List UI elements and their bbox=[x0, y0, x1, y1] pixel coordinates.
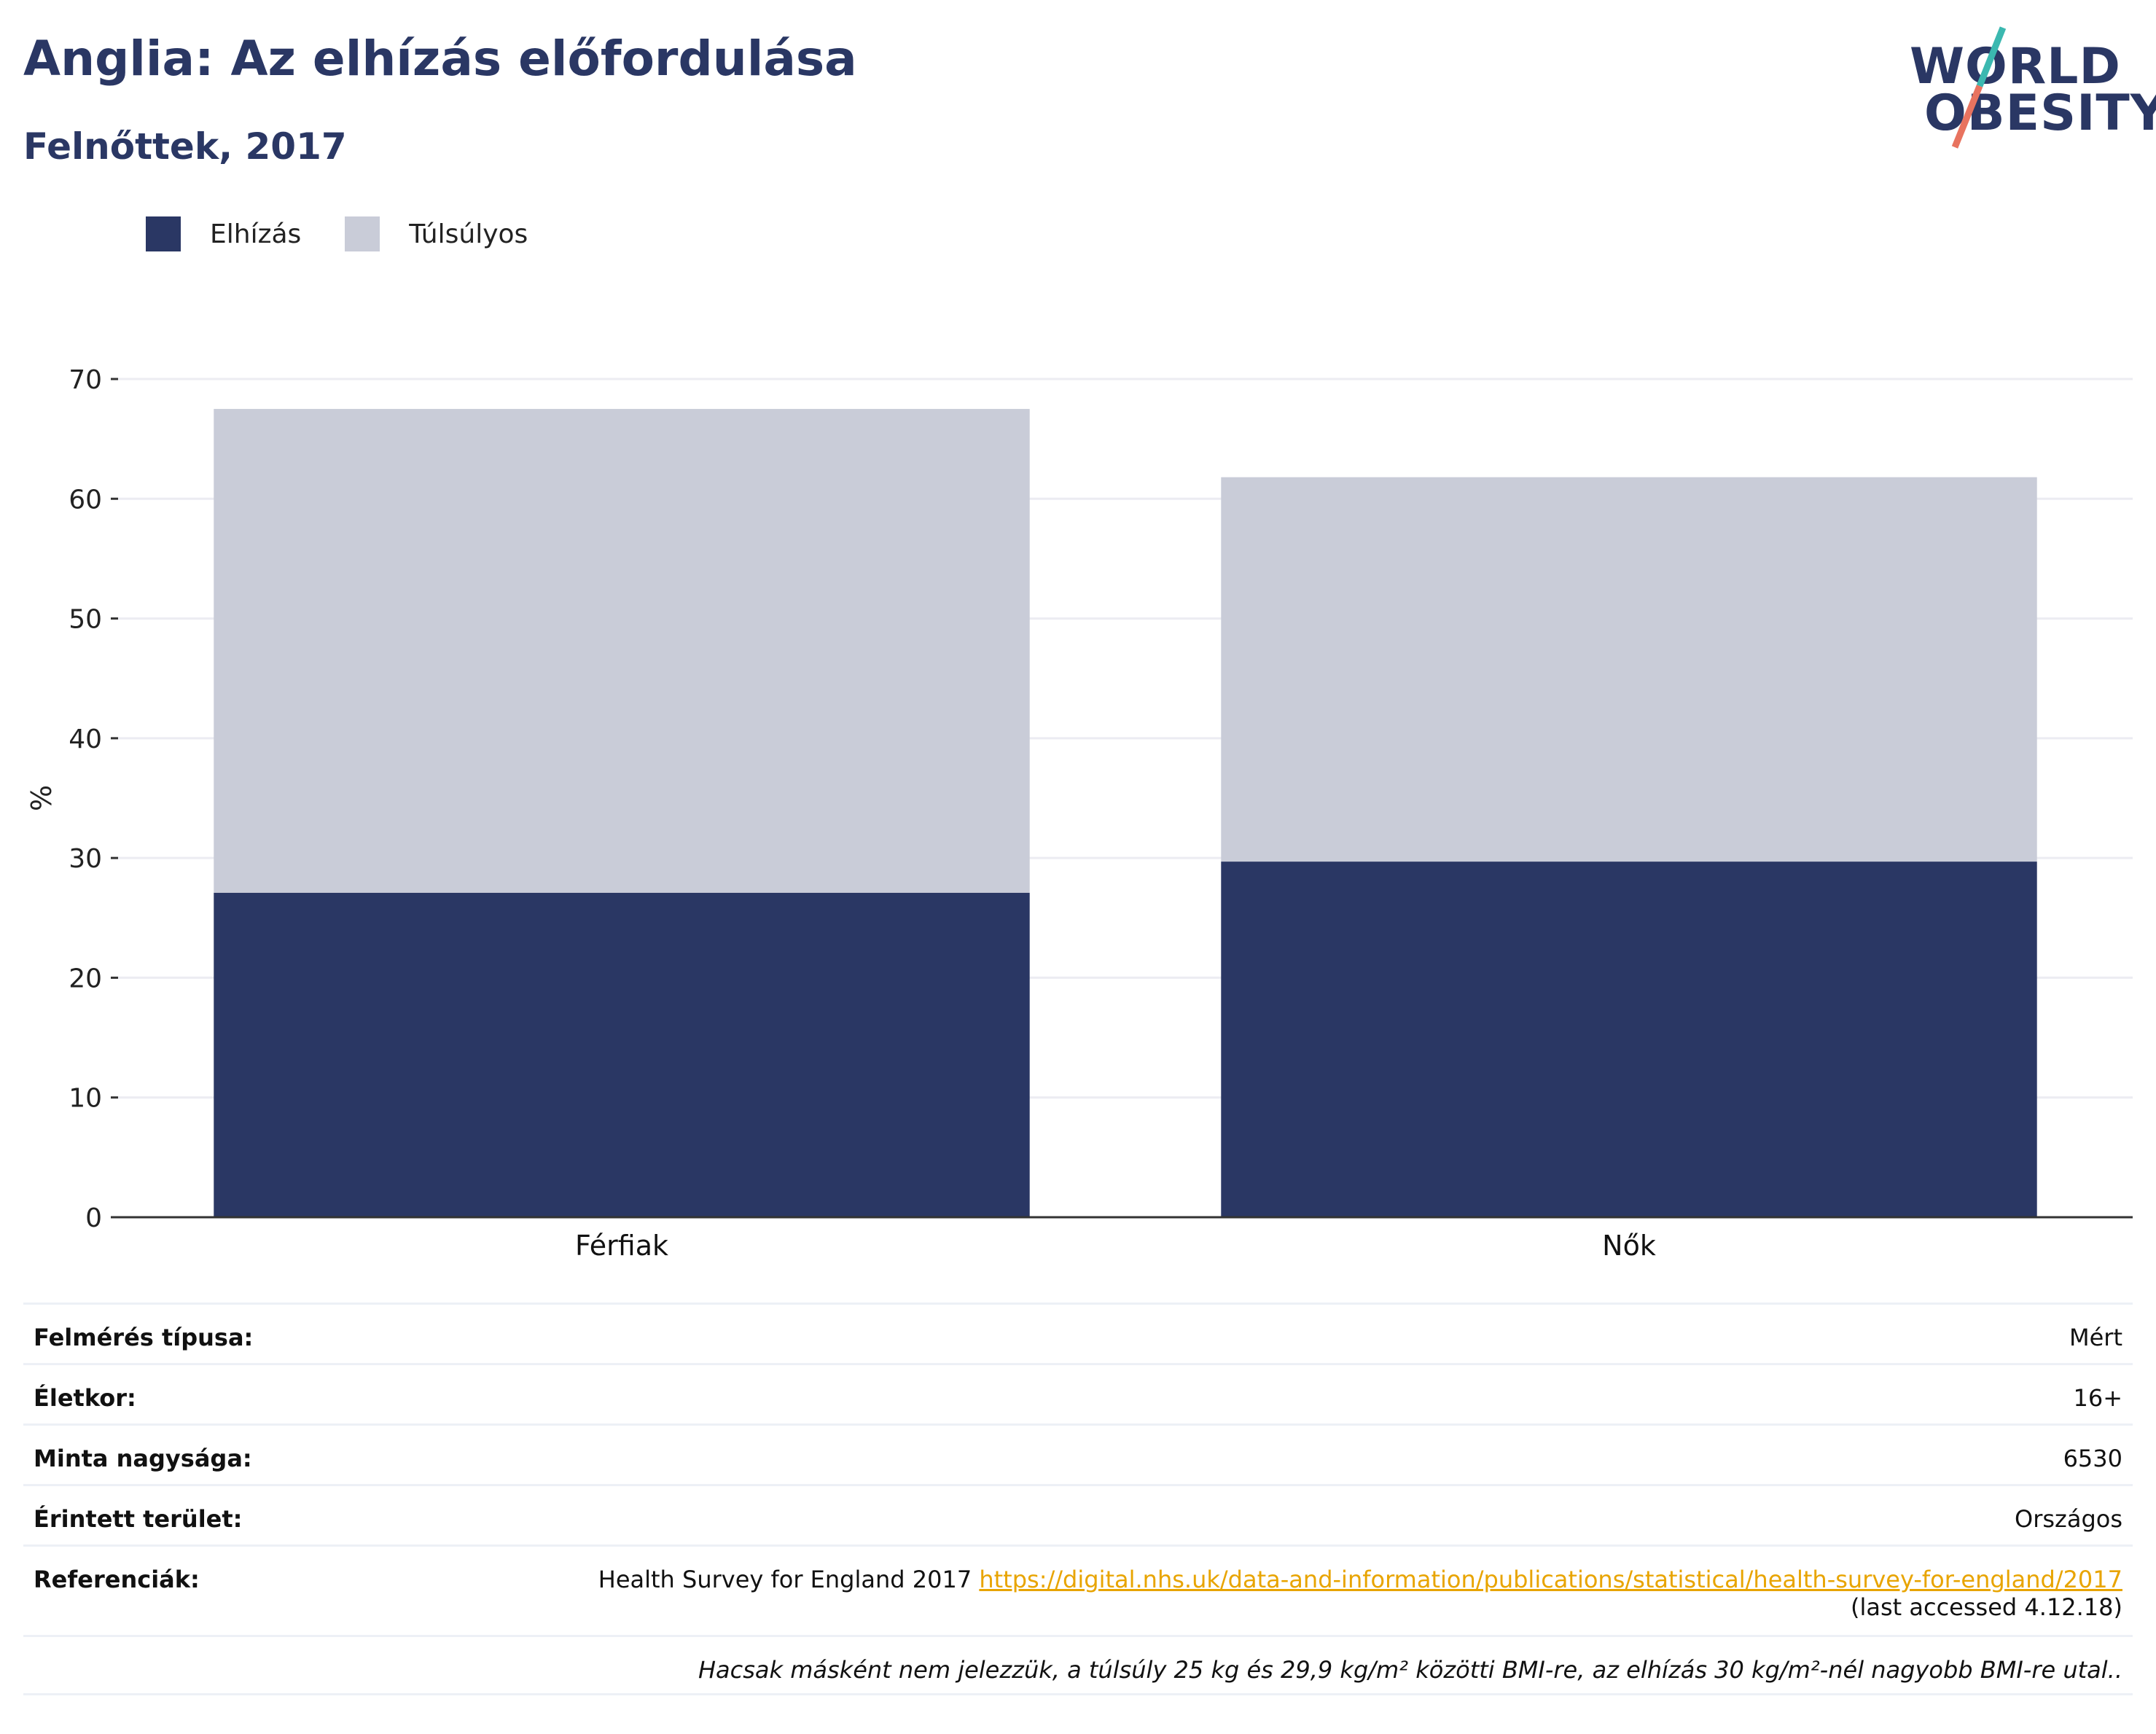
bmi-footnote: Hacsak másként nem jelezzük, a túlsúly 2… bbox=[23, 1635, 2133, 1695]
x-tick-label: Férfiak bbox=[575, 1230, 668, 1262]
logo-line-1: WORLD bbox=[1910, 38, 2121, 95]
chart-title: Anglia: Az elhízás előfordulása bbox=[23, 31, 857, 87]
reference-link[interactable]: https://digital.nhs.uk/data-and-informat… bbox=[979, 1566, 2122, 1593]
y-tick-label: 0 bbox=[85, 1203, 102, 1233]
y-tick-label: 40 bbox=[69, 725, 102, 754]
logo-slash-icon bbox=[1951, 26, 2007, 149]
bar-obesity-1 bbox=[1221, 862, 2037, 1217]
y-tick-label: 30 bbox=[69, 844, 102, 874]
y-tick-label: 70 bbox=[69, 365, 102, 395]
info-key: Felmérés típusa: bbox=[34, 1324, 254, 1351]
legend: Elhízás Túlsúlyos bbox=[146, 216, 571, 252]
legend-swatch-obesity bbox=[146, 216, 181, 251]
chart-subtitle: Felnőttek, 2017 bbox=[23, 125, 347, 168]
info-value: 16+ bbox=[2073, 1384, 2122, 1412]
bar-chart: 0 10 20 30 40 50 60 70% Férfiak Nők bbox=[26, 365, 2133, 1262]
x-tick-label: Nők bbox=[1602, 1230, 1656, 1262]
world-obesity-logo: WORLD OBESITY bbox=[1895, 22, 2156, 153]
y-tick-label: 20 bbox=[69, 964, 102, 993]
legend-item-overweight: Túlsúlyos bbox=[345, 216, 528, 251]
info-table: Felmérés típusa: Mért Életkor: 16+ Minta… bbox=[23, 1303, 2133, 1695]
info-key: Érintett terület: bbox=[34, 1505, 243, 1533]
info-value: 6530 bbox=[2063, 1445, 2122, 1472]
y-tick-label: 60 bbox=[69, 485, 102, 515]
legend-label-obesity: Elhízás bbox=[210, 219, 302, 249]
info-value: Országos bbox=[2015, 1505, 2122, 1533]
reference-accessed: (last accessed 4.12.18) bbox=[1851, 1593, 2122, 1621]
info-key: Minta nagysága: bbox=[34, 1445, 252, 1472]
info-row-references: Referenciák: Health Survey for England 2… bbox=[23, 1544, 2133, 1635]
info-row-age: Életkor: 16+ bbox=[23, 1363, 2133, 1423]
y-tick-label: 50 bbox=[69, 605, 102, 635]
info-key: Életkor: bbox=[34, 1384, 136, 1412]
info-row-survey-type: Felmérés típusa: Mért bbox=[23, 1303, 2133, 1363]
reference-text: Health Survey for England 2017 bbox=[598, 1566, 980, 1593]
references-value: Health Survey for England 2017 https://d… bbox=[598, 1566, 2122, 1621]
legend-label-overweight: Túlsúlyos bbox=[409, 219, 528, 249]
info-row-sample-size: Minta nagysága: 6530 bbox=[23, 1423, 2133, 1484]
info-value: Mért bbox=[2069, 1324, 2122, 1351]
y-axis-label: % bbox=[26, 785, 58, 811]
info-key: Referenciák: bbox=[34, 1566, 200, 1593]
y-tick-label: 10 bbox=[69, 1084, 102, 1114]
bar-overweight-0 bbox=[214, 409, 1030, 893]
info-row-area: Érintett terület: Országos bbox=[23, 1484, 2133, 1544]
bar-obesity-0 bbox=[214, 892, 1030, 1217]
legend-swatch-overweight bbox=[345, 216, 380, 251]
legend-item-obesity: Elhízás bbox=[146, 216, 301, 251]
bar-overweight-1 bbox=[1221, 477, 2037, 862]
